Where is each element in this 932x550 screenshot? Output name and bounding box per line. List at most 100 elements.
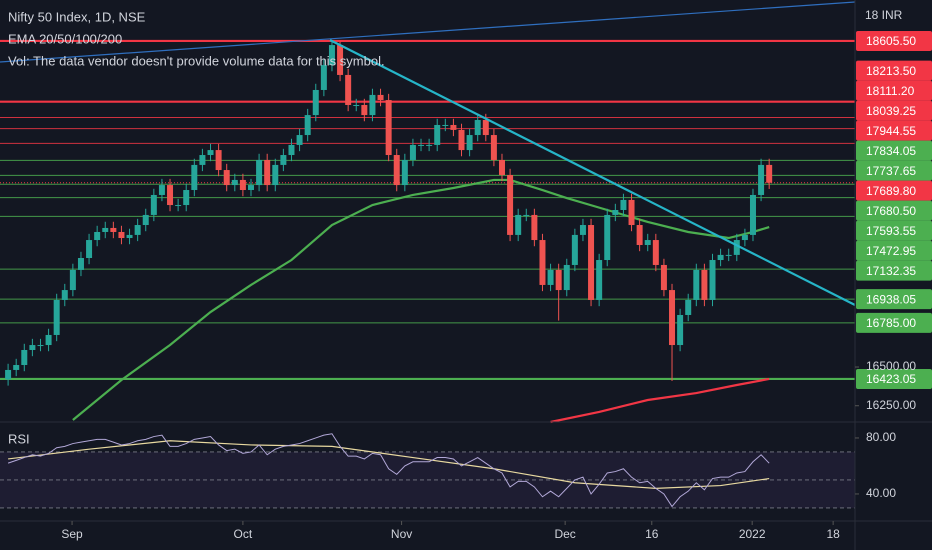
candle-body (304, 115, 311, 136)
y-tick-label: 80.00 (866, 430, 896, 444)
price-label-box (856, 160, 932, 181)
candle-body (644, 240, 651, 245)
candle-body (758, 164, 765, 195)
candle-body (741, 234, 748, 241)
price-label: 17834.05 (866, 144, 916, 158)
x-tick-label: Dec (554, 527, 575, 541)
candle-body (45, 334, 52, 346)
candle-body (215, 150, 222, 171)
candle-body (725, 254, 732, 256)
candle-body (264, 159, 271, 186)
candle-body (183, 190, 190, 206)
candle-body (660, 264, 667, 291)
price-label-box (856, 30, 932, 51)
x-tick-label: 2022 (739, 527, 766, 541)
candle-body (94, 231, 101, 241)
candle-body (612, 209, 619, 215)
candle-body (636, 225, 643, 245)
price-label-box (856, 260, 932, 281)
candle-body (288, 144, 295, 156)
price-label-box (856, 289, 932, 310)
rsi-title: RSI (8, 431, 30, 446)
candle-body (199, 155, 206, 165)
candle-body (37, 345, 44, 347)
candle-body (409, 144, 416, 160)
x-tick-label: 16 (645, 527, 659, 541)
trend-line (329, 39, 856, 306)
candle-wick (728, 248, 730, 262)
candle-body (531, 214, 538, 241)
candle-body (588, 225, 595, 300)
rsi-pane (0, 433, 855, 509)
axes: 18605.50 18213.50 18111.20 18039.25 17944.55… (61, 30, 932, 541)
candle-body (652, 240, 659, 265)
ema-line (72, 178, 770, 421)
price-label: 17472.95 (866, 244, 916, 258)
price-label-box (856, 200, 932, 221)
candle-body (539, 240, 546, 285)
candle-body (223, 170, 230, 186)
y-tick-label: 16250.00 (866, 398, 916, 412)
candle-body (677, 314, 684, 346)
candle-body (256, 159, 263, 186)
candle-body (563, 264, 570, 291)
candle-body (685, 299, 692, 315)
candle-body (118, 231, 125, 239)
price-pane (0, 39, 855, 424)
x-tick-label: Oct (234, 527, 253, 541)
candle-body (231, 179, 238, 186)
candle-body (126, 234, 133, 239)
price-label-box (856, 220, 932, 241)
candle-body (426, 144, 433, 146)
candle-body (61, 290, 68, 300)
candle-body (450, 124, 457, 130)
x-tick-label: Sep (61, 527, 83, 541)
candle-body (385, 100, 392, 156)
candle-body (337, 45, 344, 75)
candle-body (272, 164, 279, 186)
candle-body (29, 345, 36, 350)
candle-body (369, 94, 376, 116)
candle-body (547, 269, 554, 285)
price-label-box (856, 368, 932, 389)
legend-title: Nifty 50 Index, 1D, NSE (8, 9, 146, 24)
price-label: 18605.50 (866, 34, 916, 48)
candle-body (134, 225, 141, 235)
candle-wick (558, 263, 560, 321)
price-label: 16938.05 (866, 292, 916, 306)
candle-body (401, 159, 408, 186)
price-label: 18213.50 (866, 64, 916, 78)
candle-body (669, 290, 676, 346)
price-label-box (856, 100, 932, 121)
candle-body (596, 260, 603, 300)
price-label: 18039.25 (866, 104, 916, 118)
legend-volume: Vol: The data vendor doesn't provide vol… (8, 53, 385, 68)
candle-body (150, 194, 157, 215)
candle-body (620, 199, 627, 210)
candle-body (393, 155, 400, 186)
price-label-box (856, 80, 932, 101)
candle-body (110, 227, 117, 232)
candle-body (361, 104, 368, 116)
candle-body (53, 299, 60, 335)
candle-body (102, 227, 109, 232)
candle-body (523, 214, 530, 216)
candle-body (733, 240, 740, 255)
trend-line (0, 1, 856, 63)
candle-body (766, 164, 773, 183)
candle-body (207, 150, 214, 156)
candle-body (466, 135, 473, 151)
candle-body (571, 234, 578, 265)
candle-body (749, 194, 756, 235)
candle-body (191, 164, 198, 191)
candle-body (280, 155, 287, 165)
price-label: 16423.05 (866, 372, 916, 386)
candle-body (345, 74, 352, 105)
candle-body (142, 214, 149, 226)
price-label-box (856, 180, 932, 201)
candle-body (482, 120, 489, 136)
price-label: 17593.55 (866, 224, 916, 238)
candle-body (5, 369, 12, 380)
price-label-box (856, 312, 932, 333)
